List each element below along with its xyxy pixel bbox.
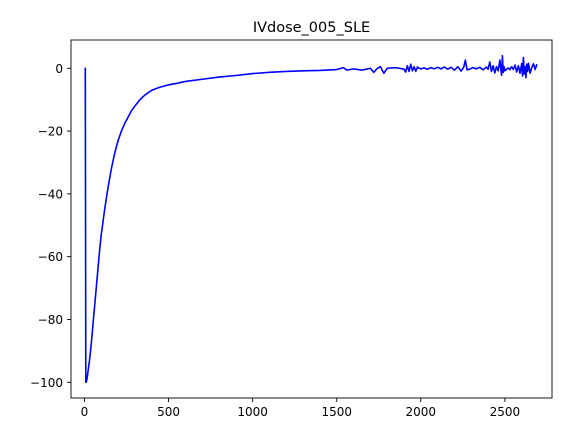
x-axis: 0 500 1000 1500 2000 2500	[81, 398, 521, 419]
y-tick-label: 0	[55, 62, 63, 76]
series-line-0	[84, 54, 538, 384]
x-tick-label: 500	[157, 405, 180, 419]
y-tick-label: −20	[38, 125, 63, 139]
y-tick-label: −60	[38, 250, 63, 264]
x-tick-label: 2500	[490, 405, 521, 419]
x-tick-label: 1000	[237, 405, 268, 419]
x-tick-label: 2000	[406, 405, 437, 419]
plot-area	[84, 54, 538, 384]
y-tick-label: −80	[38, 313, 63, 327]
x-tick-label: 0	[81, 405, 89, 419]
y-axis: 0 −20 −40 −60 −80 −100	[30, 62, 71, 390]
chart-title: IVdose_005_SLE	[253, 20, 370, 36]
x-tick-label: 1500	[321, 405, 352, 419]
axes-frame	[70, 39, 553, 399]
y-tick-label: −100	[30, 376, 63, 390]
y-tick-label: −40	[38, 187, 63, 201]
